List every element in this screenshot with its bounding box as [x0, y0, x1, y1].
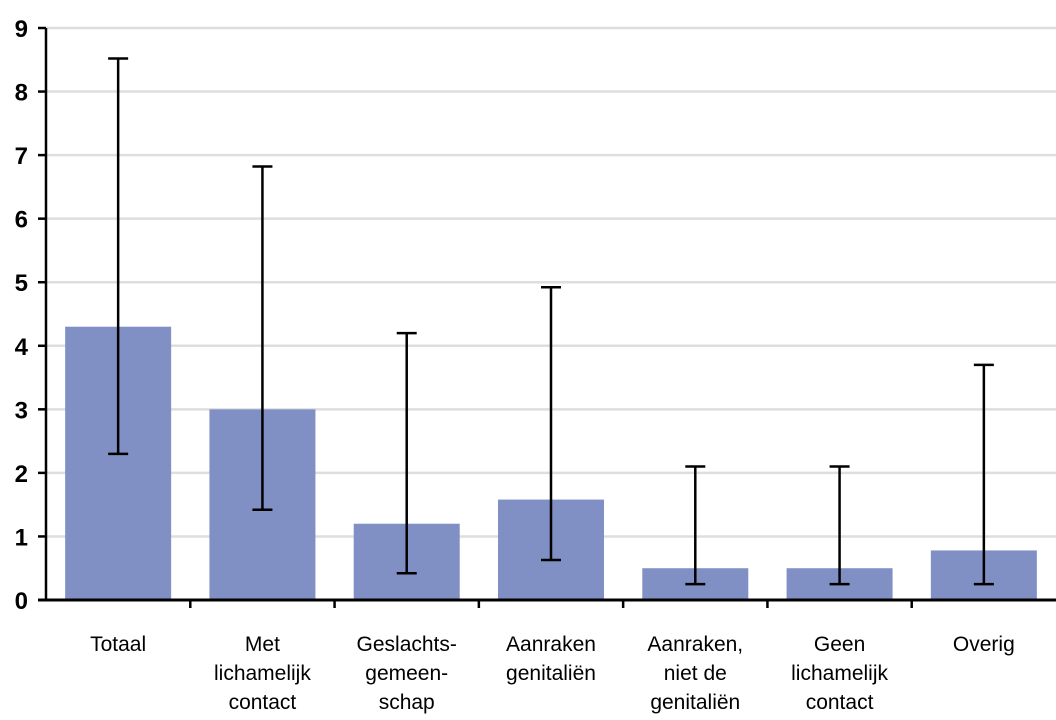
- error-bar: [108, 57, 129, 456]
- error-bar: [396, 331, 417, 575]
- x-tick-label-line: Aanraken,: [647, 633, 743, 656]
- y-tick-label: 4: [15, 334, 29, 361]
- x-tick-label: Geslachts-gemeen-schap: [357, 633, 457, 714]
- y-tick-label: 9: [15, 16, 28, 43]
- error-bar: [541, 286, 561, 562]
- error-bar: [252, 165, 273, 512]
- y-tick-label: 5: [15, 270, 28, 297]
- error-bar: [829, 465, 850, 586]
- x-tick-label-line: contact: [806, 691, 874, 714]
- x-tick-label-line: niet de: [664, 662, 727, 685]
- x-tick-label: Aanraken, niet de genitaliën: [647, 633, 743, 714]
- x-tick-label-line: Overig: [953, 633, 1015, 656]
- y-tick-label: 2: [15, 461, 28, 488]
- x-tick-label-line: Geslachts-: [357, 633, 457, 656]
- y-axis-tick-labels: 0 1 2 3 4 5 6 7 8 9: [15, 16, 29, 615]
- y-tick-label: 0: [15, 588, 28, 615]
- x-tick-label-line: gemeen-: [365, 662, 448, 685]
- x-tick-label-line: Met: [245, 633, 280, 656]
- error-bars: [108, 57, 994, 586]
- x-axis-tick-labels: Totaal Met lichamelijk contact Geslachts-gem…: [90, 633, 1015, 714]
- y-tick-label: 3: [15, 397, 28, 424]
- x-tick-label-line: lichamelijk: [791, 662, 888, 685]
- x-tick-label-line: genitaliën: [506, 662, 596, 685]
- x-tick-label: Totaal: [90, 633, 146, 656]
- y-tick-label: 7: [15, 143, 28, 170]
- error-bar: [973, 363, 994, 586]
- axes: [38, 26, 1056, 608]
- x-tick-label-line: Geen: [814, 633, 865, 656]
- x-tick-label-line: genitaliën: [650, 691, 740, 714]
- x-tick-label-line: lichamelijk: [214, 662, 311, 685]
- x-tick-label: Geen lichamelijk contact: [791, 633, 888, 714]
- error-bar: [685, 465, 706, 586]
- y-tick-label: 8: [15, 80, 28, 107]
- x-tick-label: Aanraken genitaliën: [506, 633, 596, 685]
- x-tick-label-line: schap: [379, 691, 435, 714]
- x-tick-label: Overig: [953, 633, 1015, 656]
- x-tick-label-line: contact: [229, 691, 297, 714]
- x-tick-label-line: Aanraken: [506, 633, 596, 656]
- y-tick-label: 6: [15, 207, 28, 234]
- y-tick-label: 1: [15, 524, 28, 551]
- x-tick-label-line: Totaal: [90, 633, 146, 656]
- x-tick-label: Met lichamelijk contact: [214, 633, 311, 714]
